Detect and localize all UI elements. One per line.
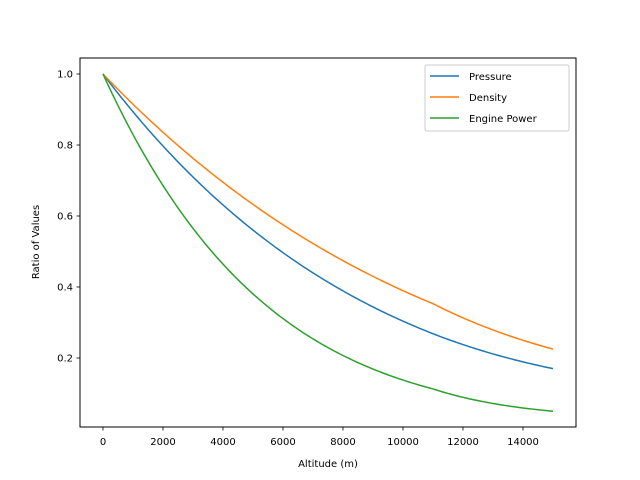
legend-label-density: Density [469, 93, 507, 104]
legend-label-pressure: Pressure [469, 72, 512, 83]
series-line-pressure [102, 73, 554, 370]
x-tick-label: 0 [100, 437, 106, 448]
y-tick-label: 1.0 [57, 70, 73, 81]
x-tick-label: 14000 [507, 437, 539, 448]
legend: Pressure Density Engine Power [424, 64, 570, 132]
x-axis-ticks: 0 2000 4000 6000 8000 10000 12000 14000 [100, 427, 539, 448]
x-tick-label: 4000 [210, 437, 235, 448]
legend-box [424, 64, 570, 132]
y-tick-label: 0.4 [57, 283, 73, 294]
y-tick-label: 0.6 [57, 212, 73, 223]
x-axis-label: Altitude (m) [298, 459, 358, 470]
x-tick-label: 10000 [387, 437, 419, 448]
y-axis-ticks: 0.2 0.4 0.6 0.8 1.0 [57, 70, 80, 365]
plot-lines [102, 73, 554, 412]
series-line-density [102, 73, 554, 350]
y-tick-label: 0.8 [57, 141, 73, 152]
y-tick-label: 0.2 [57, 354, 73, 365]
y-axis-label: Ratio of Values [31, 205, 42, 279]
legend-label-engine-power: Engine Power [469, 114, 538, 125]
x-tick-label: 6000 [270, 437, 295, 448]
x-tick-label: 12000 [447, 437, 479, 448]
axes-frame [79, 57, 577, 428]
x-tick-label: 8000 [330, 437, 355, 448]
series-line-engine-power [102, 73, 554, 412]
x-tick-label: 2000 [150, 437, 175, 448]
